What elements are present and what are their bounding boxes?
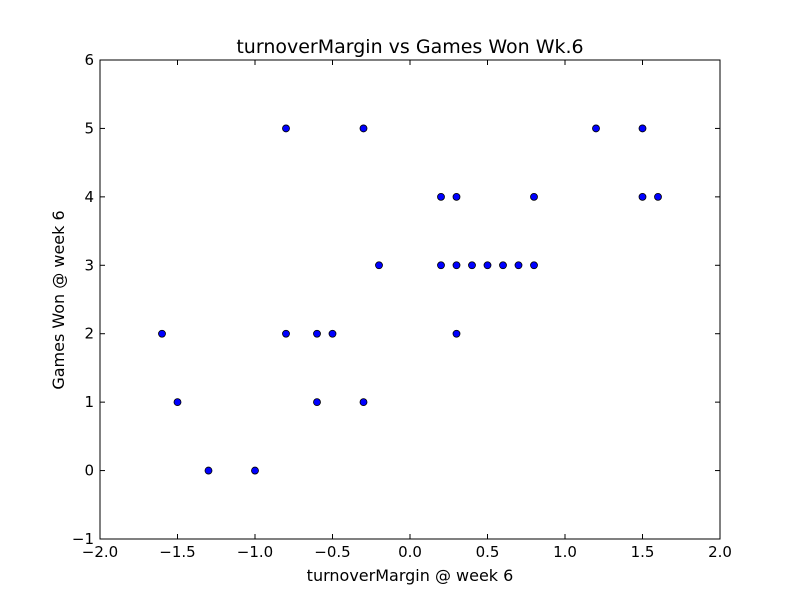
data-point [499, 261, 507, 270]
x-tick-label: 1.0 [553, 543, 577, 561]
x-tick-label: 2.0 [708, 543, 732, 561]
data-point [437, 261, 445, 270]
data-point [452, 261, 461, 270]
y-tick-label: 0 [84, 462, 94, 480]
x-tick-label: −1.0 [237, 543, 273, 561]
y-tick-label: 5 [84, 119, 94, 137]
y-tick-label: 3 [84, 256, 94, 274]
y-tick-label: 1 [84, 393, 94, 411]
y-tick-label: 4 [84, 188, 94, 206]
data-point [328, 329, 337, 338]
x-axis: −2.0 −1.5 −1.0 −0.5 0.0 0.5 1.0 1.5 2.0 [82, 60, 732, 561]
data-point [359, 398, 368, 407]
data-point [483, 261, 492, 270]
data-points [158, 124, 662, 475]
x-tick-label: −0.5 [314, 543, 350, 561]
data-point [313, 329, 321, 338]
chart-title: turnoverMargin vs Games Won Wk.6 [236, 36, 583, 58]
x-axis-label: turnoverMargin @ week 6 [307, 566, 514, 585]
data-point [359, 124, 368, 133]
data-point [204, 466, 213, 475]
data-point [282, 329, 290, 338]
data-point [452, 329, 461, 338]
data-point [530, 261, 538, 270]
x-tick-label: −1.5 [159, 543, 195, 561]
x-tick-label: 1.5 [631, 543, 655, 561]
data-point [592, 124, 600, 133]
data-point [638, 124, 647, 133]
x-tick-label: 0.5 [476, 543, 500, 561]
data-point [173, 398, 182, 407]
x-tick-label: 0.0 [398, 543, 422, 561]
data-point [452, 192, 461, 201]
y-tick-label: 6 [84, 51, 94, 69]
data-point [158, 329, 166, 338]
y-axis-label: Games Won @ week 6 [49, 210, 68, 389]
data-point [468, 261, 476, 270]
plot-frame [99, 59, 721, 540]
y-tick-label: 2 [84, 325, 94, 343]
x-tick-label: −2.0 [82, 543, 118, 561]
data-point [375, 261, 383, 270]
data-point [437, 192, 445, 201]
plot-area [100, 60, 720, 539]
y-tick-label: −1 [72, 530, 94, 548]
data-point [654, 192, 662, 201]
data-point [282, 124, 290, 133]
data-point [514, 261, 523, 270]
data-point [251, 466, 259, 475]
data-point [638, 192, 647, 201]
data-point [530, 192, 538, 201]
data-point [313, 398, 321, 407]
